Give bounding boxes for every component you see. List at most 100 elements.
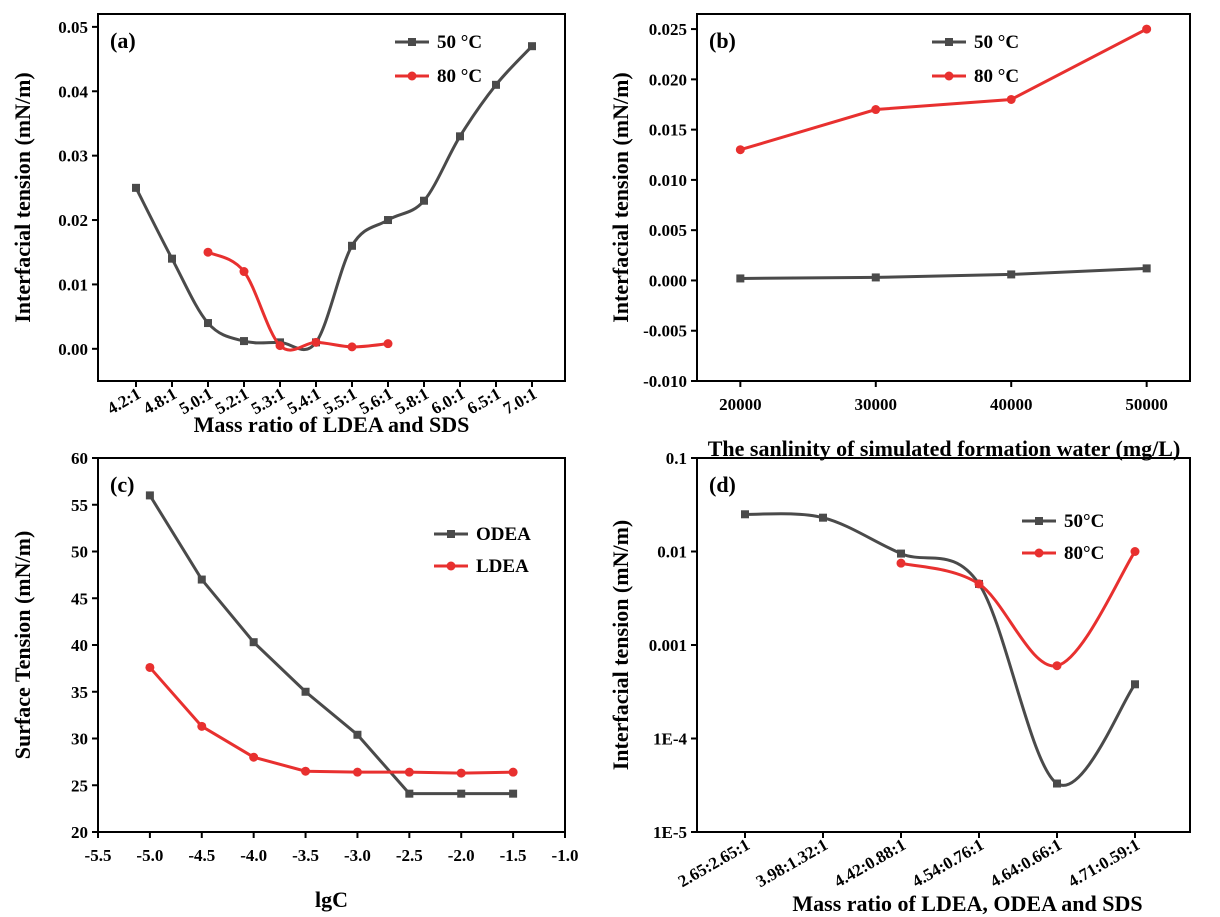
legend-marker bbox=[408, 38, 416, 46]
plot-frame bbox=[696, 13, 1191, 382]
data-point bbox=[508, 767, 518, 777]
y-tick-label: 0.020 bbox=[649, 70, 687, 89]
y-tick-label: 1E-4 bbox=[653, 730, 688, 749]
legend-label: 50 °C bbox=[974, 32, 1019, 53]
legend-label: 50°C bbox=[1064, 511, 1104, 532]
data-point bbox=[168, 254, 176, 263]
series-line-b-0 bbox=[740, 266, 1147, 280]
legend-marker bbox=[1035, 517, 1043, 525]
data-point bbox=[528, 42, 536, 51]
data-point bbox=[132, 183, 140, 192]
data-point bbox=[405, 789, 414, 798]
x-tick-label: 4.71:0.59:1 bbox=[1065, 835, 1143, 891]
x-axis-title: Mass ratio of LDEA and SDS bbox=[194, 412, 470, 437]
y-tick-label: 0.000 bbox=[649, 271, 687, 290]
y-tick-label: 0.010 bbox=[649, 171, 687, 190]
x-tick-label: -3.5 bbox=[292, 846, 319, 865]
y-axis-title: Interfacial tension (mN/m) bbox=[608, 72, 633, 323]
x-tick-label: -2.5 bbox=[396, 846, 423, 865]
data-point bbox=[1053, 779, 1061, 788]
legend-label: 50 °C bbox=[437, 32, 482, 53]
y-tick-label: 0.01 bbox=[657, 543, 687, 562]
legend-label: LDEA bbox=[476, 556, 529, 577]
legend-marker bbox=[407, 71, 417, 81]
x-axis-title: Mass ratio of LDEA, ODEA and SDS bbox=[792, 891, 1142, 916]
series-line-d-1 bbox=[900, 550, 1137, 668]
x-tick-label: 3.98:1.32:1 bbox=[753, 835, 831, 891]
legend-marker bbox=[447, 530, 455, 538]
legend-marker bbox=[446, 561, 456, 571]
data-point bbox=[1130, 547, 1140, 556]
data-point bbox=[871, 273, 880, 282]
data-point bbox=[311, 337, 321, 347]
x-tick-label: 4.54:0.76:1 bbox=[909, 835, 987, 891]
chart-panel-a: 0.000.010.020.030.040.054.2:14.8:15.0:15… bbox=[10, 13, 566, 437]
x-tick-label: 50000 bbox=[1125, 395, 1168, 414]
data-point bbox=[896, 558, 906, 568]
series-line-a-1 bbox=[207, 250, 389, 352]
data-point bbox=[301, 766, 311, 776]
y-tick-label: 0.01 bbox=[58, 275, 88, 294]
data-point bbox=[275, 341, 285, 351]
legend-marker bbox=[945, 38, 953, 46]
plot-frame bbox=[97, 457, 566, 833]
legend-marker bbox=[944, 71, 954, 81]
legend-label: 80 °C bbox=[974, 66, 1019, 87]
x-tick-label: -5.0 bbox=[136, 846, 163, 865]
data-point bbox=[1131, 680, 1139, 689]
data-point bbox=[456, 132, 464, 141]
data-point bbox=[240, 337, 248, 346]
legend-label: 80 °C bbox=[437, 66, 482, 87]
data-point bbox=[492, 80, 500, 89]
chart-panel-b: -0.010 -0.005 0.000 0.005 0.010 0.015 0.020 0.0… bbox=[608, 13, 1191, 461]
y-tick-label: 30 bbox=[71, 730, 88, 749]
data-point bbox=[1007, 270, 1016, 279]
y-tick-label: 0.025 bbox=[649, 20, 687, 39]
y-tick-label: 0.001 bbox=[649, 636, 687, 655]
data-point bbox=[145, 662, 155, 672]
x-tick-label: 2.65:2.65:1 bbox=[675, 835, 753, 891]
plot-frame bbox=[97, 13, 566, 382]
y-tick-label: 0.03 bbox=[58, 147, 88, 166]
data-point bbox=[1142, 264, 1151, 273]
y-tick-label: -0.010 bbox=[643, 372, 687, 391]
y-tick-label: 35 bbox=[71, 683, 88, 702]
data-point bbox=[456, 768, 466, 778]
x-axis-title: The sanlinity of simulated formation wat… bbox=[708, 436, 1181, 461]
data-point bbox=[1006, 94, 1016, 104]
chart-panel-c: 20 25 30 35 40 45 50 55 60 -5.5 -5.0 -4.5 -4.0 -3.5 -3… bbox=[10, 449, 578, 912]
y-tick-label: 0.05 bbox=[58, 18, 88, 37]
chart-panel-d: 1E-5 1E-4 0.001 0.01 0.1 2.65:2.65:1 3.98:1.32… bbox=[608, 449, 1191, 916]
panel-label: (a) bbox=[110, 28, 136, 53]
x-tick-label: 4.8:1 bbox=[140, 384, 180, 418]
x-tick-label: 4.2:1 bbox=[104, 384, 144, 418]
data-point bbox=[353, 730, 362, 739]
data-point bbox=[819, 513, 827, 522]
data-point bbox=[239, 267, 249, 277]
y-tick-label: 0.1 bbox=[666, 449, 687, 468]
data-point bbox=[204, 319, 212, 328]
y-tick-label: 0.005 bbox=[649, 221, 687, 240]
y-tick-label: 0.00 bbox=[58, 340, 88, 359]
x-tick-label: -2.0 bbox=[448, 846, 475, 865]
y-tick-label: 0.02 bbox=[58, 211, 88, 230]
x-tick-label: -1.0 bbox=[552, 846, 579, 865]
data-point bbox=[384, 216, 392, 225]
data-point bbox=[1052, 661, 1062, 671]
data-point bbox=[197, 575, 206, 584]
x-axis-title: lgC bbox=[315, 887, 348, 912]
x-tick-label: -1.5 bbox=[500, 846, 527, 865]
data-point bbox=[203, 247, 213, 257]
x-tick-label: 4.64:0.66:1 bbox=[987, 835, 1065, 891]
x-tick-label: 4.42:0.88:1 bbox=[831, 835, 909, 891]
y-axis-title: Interfacial tension (mN/m) bbox=[10, 72, 35, 323]
y-tick-label: 0.015 bbox=[649, 121, 687, 140]
y-tick-label: 20 bbox=[71, 823, 88, 842]
series-line-c-1 bbox=[148, 666, 514, 775]
panel-label: (c) bbox=[110, 472, 134, 497]
y-tick-label: 40 bbox=[71, 636, 88, 655]
data-point bbox=[352, 767, 362, 777]
y-axis-title: Interfacial tension (mN/m) bbox=[608, 520, 633, 771]
series-line-c-0 bbox=[148, 494, 514, 796]
